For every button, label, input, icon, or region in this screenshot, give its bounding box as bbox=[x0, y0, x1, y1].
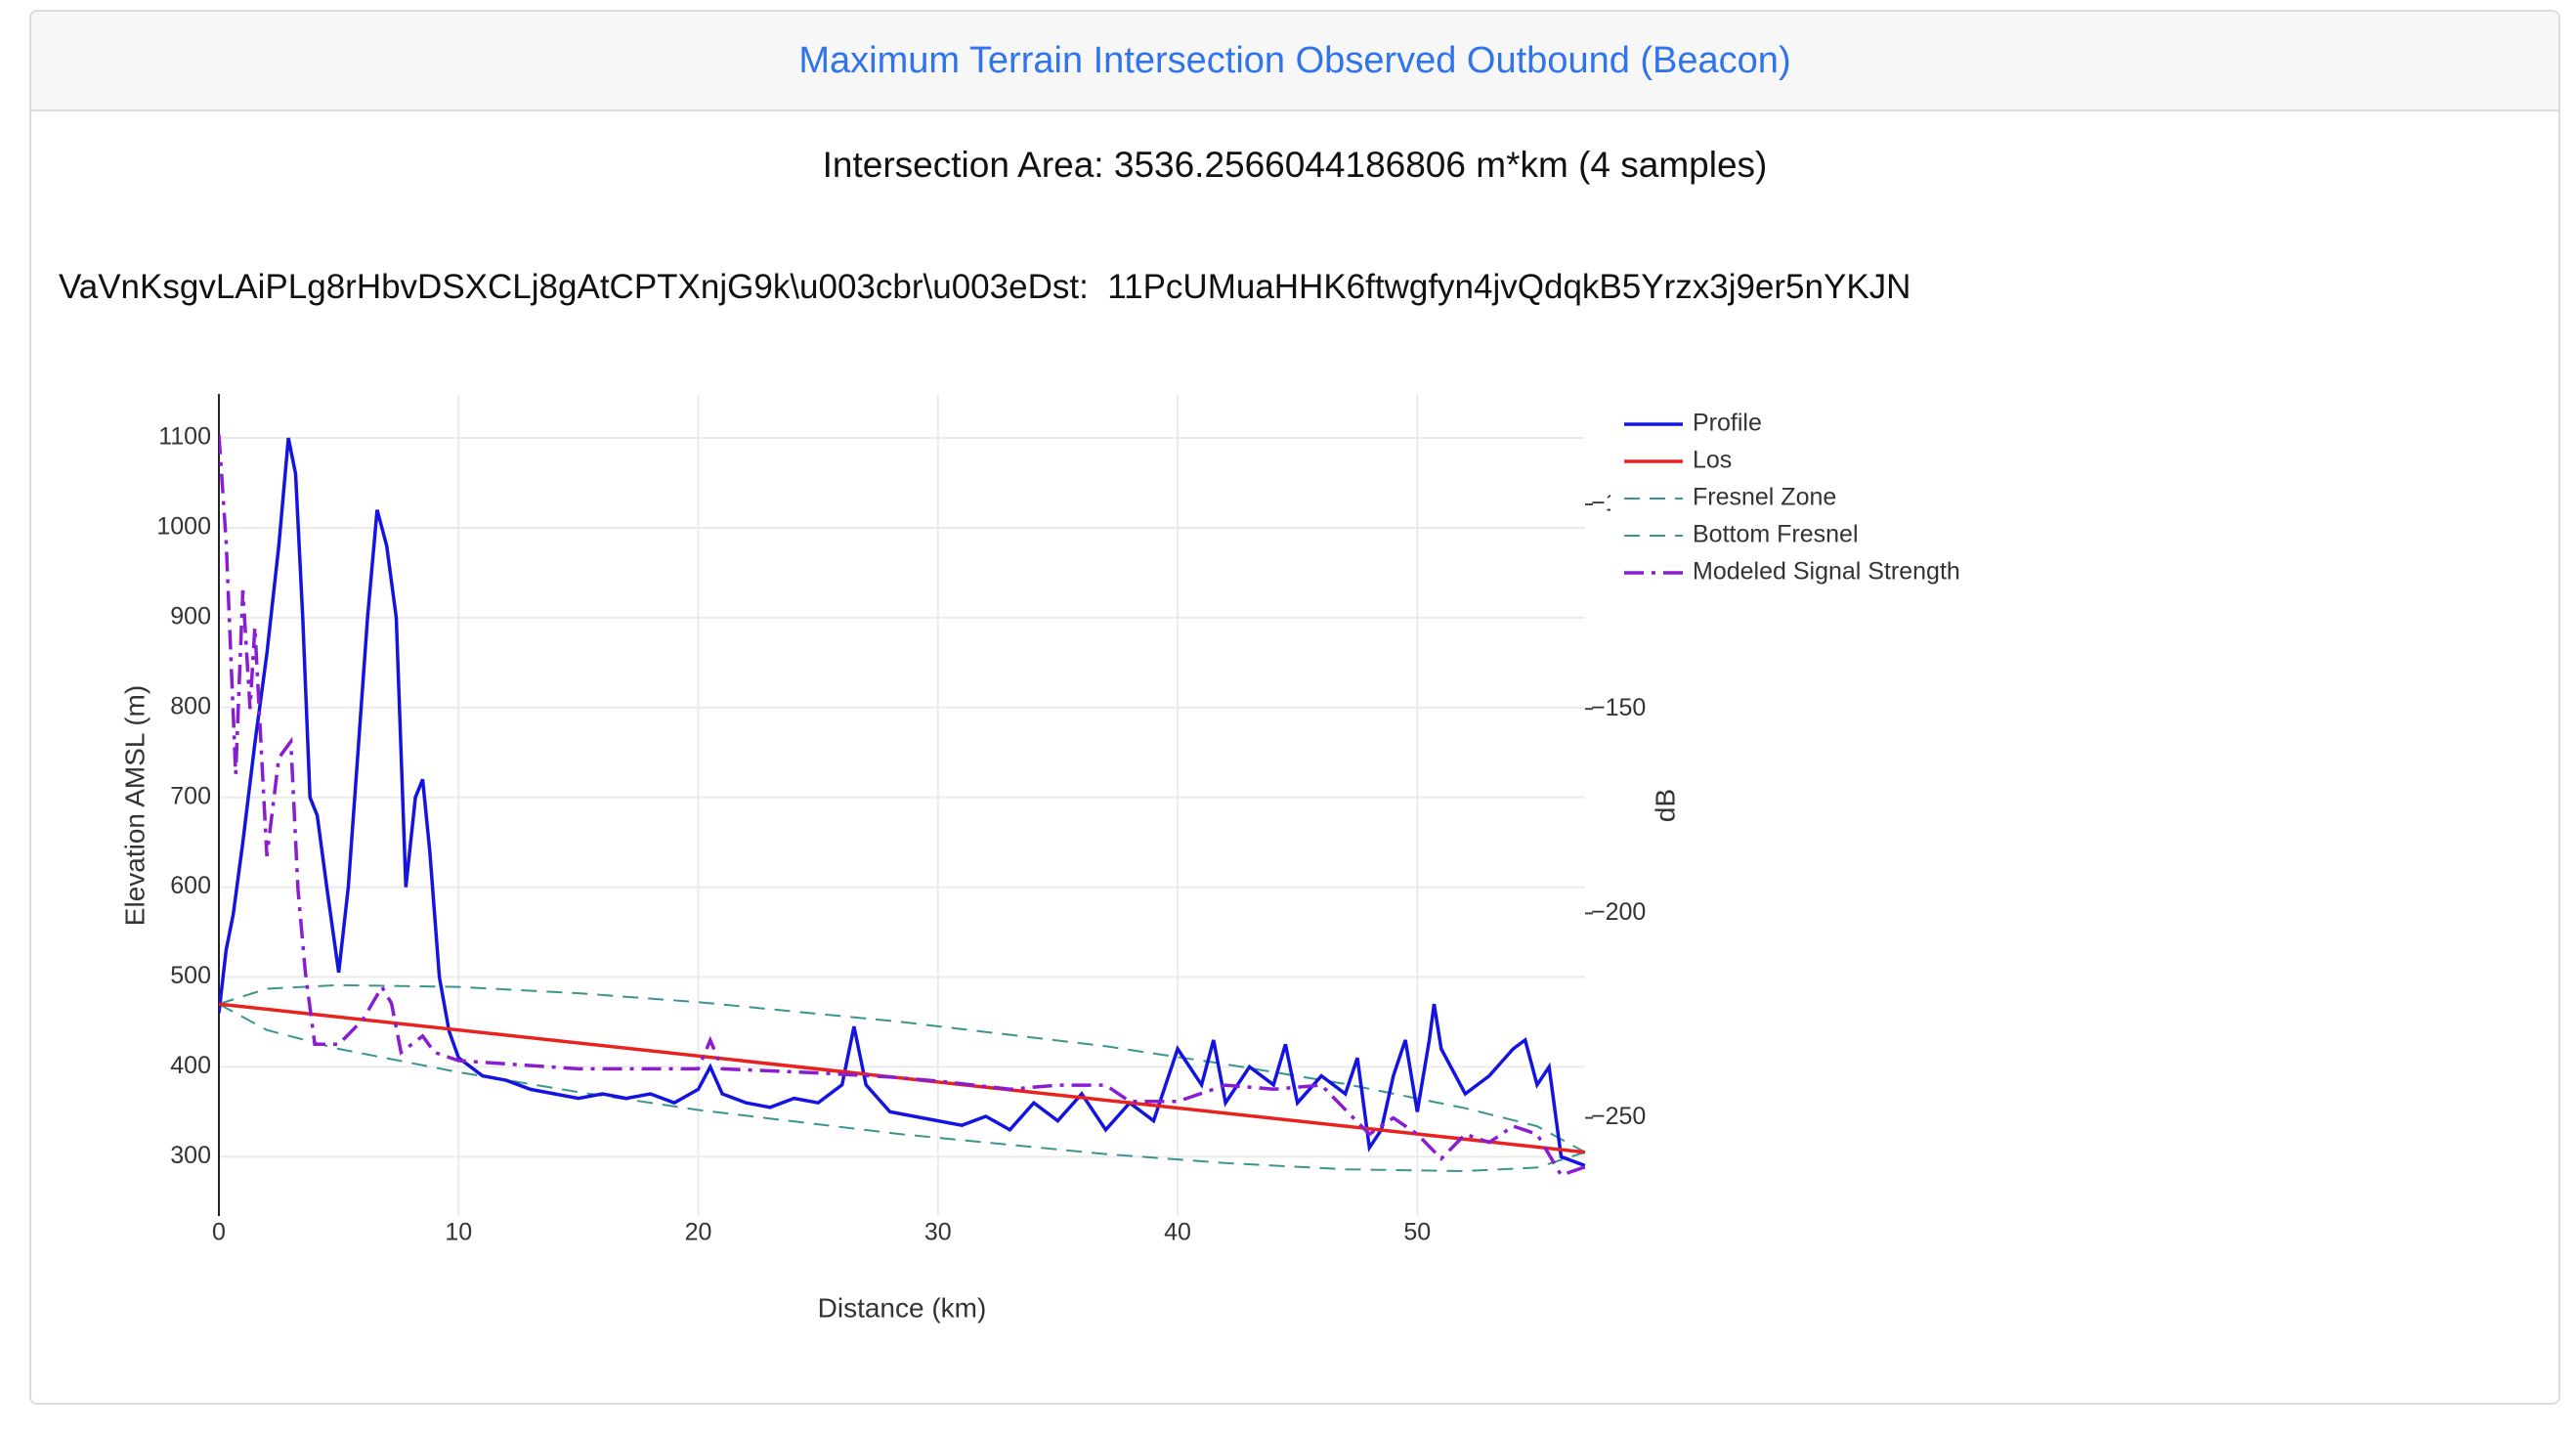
y-axis-title: Elevation AMSL (m) bbox=[119, 685, 150, 926]
y-tick-label: 900 bbox=[170, 602, 211, 630]
series-line bbox=[219, 437, 1585, 1168]
y-tick-label: 700 bbox=[170, 782, 211, 809]
card: Maximum Terrain Intersection Observed Ou… bbox=[29, 10, 2560, 1405]
x-tick-label: 40 bbox=[1164, 1219, 1191, 1246]
y-tick-label: 300 bbox=[170, 1142, 211, 1169]
y-tick-label: 500 bbox=[170, 962, 211, 989]
y-tick-label: 1000 bbox=[156, 513, 211, 541]
series-line bbox=[219, 1002, 1585, 1154]
subheading: Intersection Area: 3536.2566044186806 m*… bbox=[822, 145, 1768, 185]
x-tick-label: 10 bbox=[445, 1219, 472, 1246]
y-tick-label: 400 bbox=[170, 1052, 211, 1079]
legend-label: Profile bbox=[1693, 410, 1762, 437]
legend-label: Bottom Fresnel bbox=[1693, 521, 1859, 548]
series-line bbox=[219, 1003, 1585, 1173]
legend-label: Modeled Signal Strength bbox=[1693, 558, 1960, 586]
y2-axis-title: dB bbox=[1650, 789, 1680, 822]
card-header: Maximum Terrain Intersection Observed Ou… bbox=[31, 12, 2558, 111]
legend-label: Fresnel Zone bbox=[1693, 484, 1836, 511]
x-axis-title: Distance (km) bbox=[818, 1292, 987, 1323]
y2-tick-label: −250 bbox=[1591, 1103, 1646, 1130]
legend-label: Los bbox=[1693, 447, 1732, 474]
series-line bbox=[219, 434, 1585, 1178]
y2-tick-label: −150 bbox=[1591, 694, 1646, 721]
y-tick-label: 1100 bbox=[158, 423, 211, 451]
y-tick-label: 600 bbox=[170, 872, 211, 899]
series-line bbox=[219, 983, 1585, 1153]
y-tick-label: 800 bbox=[170, 692, 211, 719]
card-title: Maximum Terrain Intersection Observed Ou… bbox=[798, 39, 1791, 81]
route-text: VaVnKsgvLAiPLg8rHbvDSXCLj8gAtCPTXnjG9k\u… bbox=[59, 268, 1911, 306]
y2-tick-label: −200 bbox=[1591, 898, 1646, 926]
x-tick-label: 30 bbox=[924, 1219, 952, 1246]
x-tick-label: 0 bbox=[212, 1219, 226, 1246]
plot-area bbox=[219, 434, 1585, 1178]
x-tick-label: 50 bbox=[1403, 1219, 1431, 1246]
x-tick-label: 20 bbox=[685, 1219, 712, 1246]
